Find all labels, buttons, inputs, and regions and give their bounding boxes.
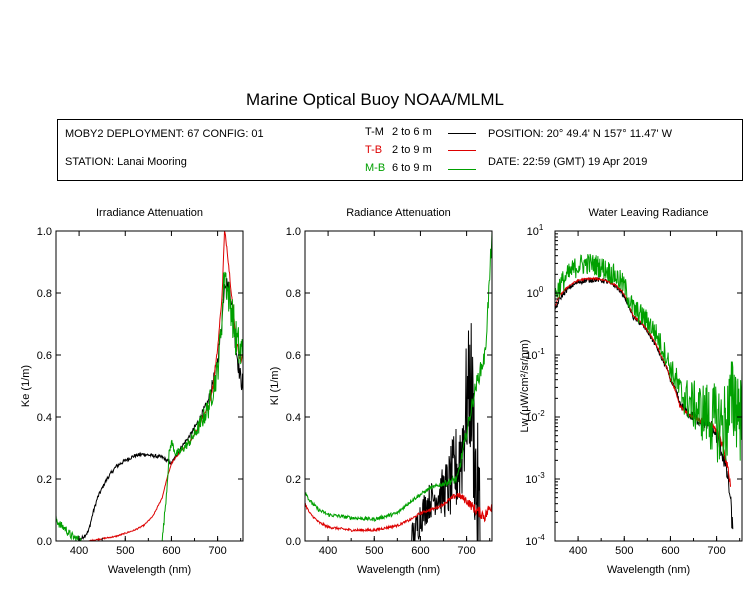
chart-0-xtick-label: 500 (116, 545, 134, 557)
chart-0-frame (55, 230, 244, 542)
chart-1-xlabel: Wavelength (nm) (357, 564, 440, 576)
chart-1-series-tb (305, 492, 492, 533)
chart-0-xlabel: Wavelength (nm) (108, 564, 191, 576)
page-title: Marine Optical Buoy NOAA/MLML (246, 90, 504, 109)
chart-0-title: Irradiance Attenuation (96, 207, 203, 219)
chart-1-ytick-label: 0.6 (286, 350, 301, 362)
chart-0-ytick-label: 0.4 (37, 412, 52, 424)
chart-2-ytick-label: 10-2 (525, 409, 545, 424)
chart-1-ytick-label: 0.4 (286, 412, 301, 424)
chart-2-xtick-label: 400 (569, 545, 587, 557)
chart-1-xtick-label: 500 (365, 545, 383, 557)
station-text: STATION: Lanai Mooring (65, 156, 187, 168)
chart-2-title: Water Leaving Radiance (588, 207, 708, 219)
chart-2-ytick-label: 101 (527, 223, 544, 238)
chart-0-ytick-label: 0.0 (37, 536, 52, 548)
chart-1-ytick-label: 0.0 (286, 536, 301, 548)
chart-1-title: Radiance Attenuation (346, 207, 451, 219)
legend-line-mb (448, 169, 476, 170)
chart-2-xtick-label: 700 (707, 545, 725, 557)
position-text: POSITION: 20° 49.4' N 157° 11.47' W (488, 128, 672, 140)
chart-1-ytick-label: 0.2 (286, 474, 301, 486)
chart-0-ylabel: Ke (1/m) (20, 365, 32, 407)
chart-1-ytick-label: 1.0 (286, 226, 301, 238)
deployment-text: MOBY2 DEPLOYMENT: 67 CONFIG: 01 (65, 128, 264, 140)
chart-1-xtick-label: 400 (319, 545, 337, 557)
legend-line-tm (448, 133, 476, 134)
chart-1-frame (304, 230, 493, 542)
legend-line-tb (448, 150, 476, 151)
chart-2-frame (554, 230, 743, 542)
info-panel: MOBY2 DEPLOYMENT: 67 CONFIG: 01 STATION:… (57, 119, 743, 181)
legend-code-mb: M-B (365, 162, 386, 174)
chart-0-ytick-label: 0.2 (37, 474, 52, 486)
chart-1-series-mb (305, 231, 492, 523)
legend-depth-tb: 2 to 9 m (392, 144, 432, 156)
chart-2-series-mb (555, 253, 742, 463)
legend-depth-tm: 2 to 6 m (392, 126, 432, 138)
chart-0-series-mb (56, 271, 243, 541)
chart-2-ylabel: Lw (μW/cm²/sr/nm) (519, 339, 531, 432)
date-text: DATE: 22:59 (GMT) 19 Apr 2019 (488, 156, 648, 168)
chart-0-ytick-label: 1.0 (37, 226, 52, 238)
chart-0-xtick-label: 400 (70, 545, 88, 557)
chart-0-xtick-label: 600 (162, 545, 180, 557)
chart-2-ytick-label: 10-3 (525, 471, 545, 486)
chart-1-ytick-label: 0.8 (286, 288, 301, 300)
chart-2-ytick-label: 10-1 (525, 347, 545, 362)
legend-code-tm: T-M (365, 126, 384, 138)
chart-0-ytick-label: 0.6 (37, 350, 52, 362)
chart-2-ytick-label: 100 (527, 285, 544, 300)
chart-1-xtick-label: 700 (457, 545, 475, 557)
chart-0-series-tm (56, 278, 243, 541)
legend-depth-mb: 6 to 9 m (392, 162, 432, 174)
chart-2-xtick-label: 600 (661, 545, 679, 557)
chart-2-xlabel: Wavelength (nm) (607, 564, 690, 576)
chart-1-ylabel: Kl (1/m) (269, 367, 281, 406)
chart-2-xtick-label: 500 (615, 545, 633, 557)
chart-2-ytick-label: 10-4 (525, 533, 545, 548)
chart-0-ytick-label: 0.8 (37, 288, 52, 300)
chart-1-xtick-label: 600 (411, 545, 429, 557)
legend-code-tb: T-B (365, 144, 383, 156)
chart-0-series-tb (56, 231, 243, 541)
chart-0-xtick-label: 700 (208, 545, 226, 557)
chart-1-series-tm (411, 323, 481, 541)
